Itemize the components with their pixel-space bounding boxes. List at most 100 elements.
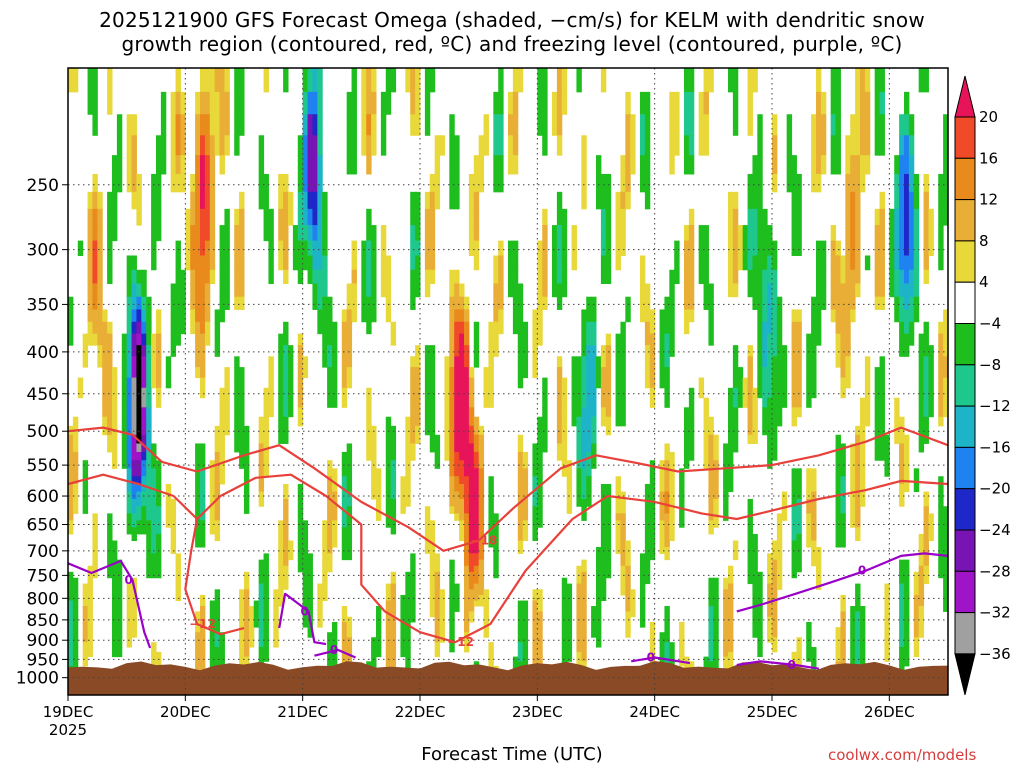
- omega-cell: [307, 583, 313, 590]
- omega-cell: [366, 283, 372, 298]
- omega-cell: [757, 571, 763, 579]
- omega-cell: [664, 520, 670, 528]
- omega-cell: [767, 225, 773, 242]
- omega-cell: [517, 606, 524, 612]
- omega-cell: [664, 476, 670, 485]
- omega-cell: [855, 491, 861, 500]
- omega-cell: [796, 647, 802, 653]
- omega-cell: [517, 533, 524, 542]
- omega-cell: [68, 632, 74, 638]
- omega-cell: [346, 296, 353, 310]
- omega-cell: [97, 321, 103, 335]
- omega-cell: [112, 225, 118, 242]
- omega-cell: [473, 345, 480, 357]
- omega-cell: [112, 155, 118, 175]
- omega-cell: [488, 333, 494, 346]
- omega-cell: [620, 173, 626, 193]
- omega-cell: [581, 434, 587, 444]
- omega-cell: [615, 377, 621, 389]
- omega-cell: [688, 135, 695, 156]
- omega-cell: [708, 632, 714, 638]
- omega-cell: [307, 255, 313, 271]
- omega-cell: [234, 434, 240, 444]
- contour-purple-label: 0: [301, 604, 309, 618]
- omega-cell: [556, 451, 563, 461]
- omega-cell: [258, 616, 265, 623]
- omega-cell: [258, 155, 265, 175]
- omega-cell: [200, 114, 206, 136]
- omega-cell: [786, 114, 793, 136]
- omega-cell: [649, 460, 656, 469]
- omega-cell: [459, 520, 465, 528]
- omega-cell: [493, 559, 499, 567]
- omega-cell: [464, 491, 470, 500]
- omega-cell: [112, 434, 118, 444]
- omega-cell: [855, 621, 861, 628]
- omega-cell: [816, 68, 822, 93]
- omega-cell: [723, 594, 729, 602]
- omega-cell: [116, 577, 123, 585]
- omega-cell: [860, 416, 866, 427]
- omega-cell: [772, 443, 778, 453]
- omega-cell: [781, 356, 788, 368]
- omega-cell: [850, 491, 856, 500]
- omega-cell: [644, 155, 651, 175]
- omega-cell: [855, 513, 861, 521]
- omega-cell: [684, 68, 690, 93]
- omega-cell: [97, 225, 103, 242]
- omega-cell: [429, 255, 436, 271]
- omega-cell: [640, 559, 646, 567]
- omega-cell: [390, 600, 397, 607]
- omega-cell: [850, 135, 856, 156]
- omega-cell: [468, 611, 475, 618]
- omega-cell: [371, 434, 377, 444]
- omega-cell: [708, 416, 714, 427]
- omega-cell: [840, 255, 846, 271]
- omega-cell: [278, 583, 284, 590]
- omega-cell: [312, 155, 318, 175]
- omega-cell: [757, 173, 763, 193]
- omega-cell: [151, 345, 157, 357]
- omega-cell: [224, 208, 230, 226]
- omega-cell: [473, 225, 480, 242]
- omega-cell: [522, 491, 529, 500]
- omega-cell: [200, 665, 206, 671]
- omega-cell: [87, 565, 93, 573]
- omega-cell: [116, 627, 123, 633]
- omega-cell: [312, 191, 318, 210]
- omega-cell: [258, 451, 265, 461]
- omega-cell: [605, 377, 612, 389]
- omega-cell: [405, 606, 411, 612]
- omega-cell: [649, 621, 656, 628]
- omega-cell: [806, 498, 812, 507]
- omega-cell: [424, 416, 431, 427]
- omega-cell: [600, 533, 607, 542]
- omega-cell: [200, 333, 206, 346]
- omega-cell: [561, 606, 568, 612]
- omega-cell: [473, 356, 480, 368]
- omega-cell: [449, 621, 455, 628]
- omega-cell: [899, 491, 905, 500]
- omega-cell: [126, 443, 133, 453]
- omega-cell: [434, 589, 441, 596]
- omega-cell: [341, 468, 348, 477]
- omega-cell: [366, 269, 372, 284]
- omega-cell: [410, 68, 416, 93]
- y-tick-label: 750: [27, 566, 59, 586]
- omega-cell: [943, 594, 948, 602]
- omega-cell: [644, 333, 651, 346]
- omega-cell: [517, 443, 524, 453]
- omega-cell: [688, 309, 695, 323]
- omega-cell: [209, 647, 216, 653]
- omega-cell: [297, 483, 304, 493]
- omega-cell: [131, 269, 137, 284]
- omega-cell: [190, 208, 196, 226]
- omega-cell: [224, 91, 230, 115]
- omega-cell: [180, 283, 186, 298]
- omega-cell: [664, 616, 670, 623]
- omega-cell: [581, 506, 587, 514]
- omega-cell: [820, 283, 827, 298]
- omega-cell: [918, 345, 925, 357]
- omega-cell: [434, 632, 441, 638]
- omega-cell: [669, 647, 675, 653]
